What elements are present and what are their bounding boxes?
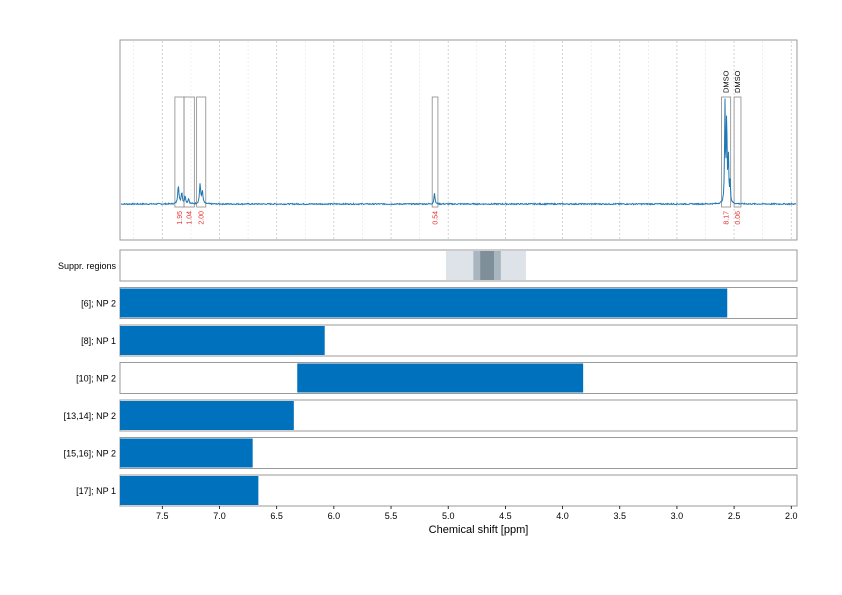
x-axis-tick-label: 5.0 bbox=[442, 511, 455, 521]
suppressed-regions-label: Suppr. regions bbox=[58, 261, 117, 271]
range-row-label: [10]; NP 2 bbox=[76, 374, 116, 384]
x-axis-tick-label: 3.0 bbox=[671, 511, 684, 521]
range-row-label: [6]; NP 2 bbox=[81, 299, 116, 309]
x-axis-tick-label: 5.5 bbox=[385, 511, 398, 521]
x-axis-tick-label: 3.5 bbox=[613, 511, 626, 521]
range-bar bbox=[120, 476, 259, 505]
spectrum-trace bbox=[120, 98, 797, 206]
integral-value-label: 1.04 bbox=[187, 211, 194, 225]
range-row-label: [17]; NP 1 bbox=[76, 486, 116, 496]
range-bar bbox=[120, 401, 294, 430]
x-axis-tick-label: 7.5 bbox=[156, 511, 169, 521]
x-axis-tick-label: 6.5 bbox=[270, 511, 283, 521]
x-axis-title: Chemical shift [ppm] bbox=[429, 524, 529, 536]
region-name-label: DMSO bbox=[722, 70, 731, 93]
spectrum-panel-frame bbox=[119, 39, 798, 241]
region-name-label: DMSO bbox=[733, 70, 742, 93]
integral-value-label: 8.17 bbox=[724, 211, 731, 225]
integration-region-box bbox=[183, 96, 195, 208]
integration-region-box bbox=[721, 96, 732, 208]
integral-value-label: 1.95 bbox=[177, 211, 184, 225]
range-row-label: [8]; NP 1 bbox=[81, 336, 116, 346]
integration-region-box bbox=[431, 96, 439, 208]
x-axis-tick-label: 4.0 bbox=[556, 511, 569, 521]
integral-value-label: 0.54 bbox=[433, 211, 440, 225]
range-bar bbox=[120, 288, 728, 318]
range-row-label: [13,14]; NP 2 bbox=[64, 411, 116, 421]
x-axis-tick-label: 2.0 bbox=[785, 511, 798, 521]
x-axis-tick-label: 2.5 bbox=[728, 511, 741, 521]
integral-value-label: 0.06 bbox=[735, 211, 742, 225]
range-bar bbox=[120, 326, 325, 355]
integration-region-box bbox=[733, 96, 742, 208]
range-bar bbox=[120, 438, 253, 468]
x-axis-tick-label: 6.0 bbox=[328, 511, 341, 521]
integration-region-box bbox=[196, 96, 207, 208]
range-row-label: [15,16]; NP 2 bbox=[64, 449, 116, 459]
range-bar bbox=[297, 363, 584, 393]
x-axis-tick-label: 4.5 bbox=[499, 511, 512, 521]
x-axis-tick-label: 7.0 bbox=[213, 511, 226, 521]
integral-value-label: 2.00 bbox=[199, 211, 206, 225]
suppressed-region-band bbox=[480, 251, 494, 280]
